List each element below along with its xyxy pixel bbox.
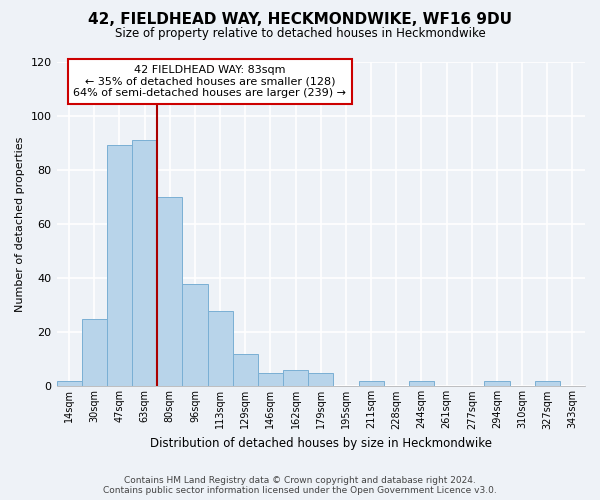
Bar — [182, 284, 208, 387]
Bar — [56, 381, 82, 386]
Bar — [283, 370, 308, 386]
Y-axis label: Number of detached properties: Number of detached properties — [15, 136, 25, 312]
Bar — [308, 373, 334, 386]
Bar — [535, 381, 560, 386]
Bar — [258, 373, 283, 386]
Text: Size of property relative to detached houses in Heckmondwike: Size of property relative to detached ho… — [115, 28, 485, 40]
Bar — [359, 381, 383, 386]
Text: 42, FIELDHEAD WAY, HECKMONDWIKE, WF16 9DU: 42, FIELDHEAD WAY, HECKMONDWIKE, WF16 9D… — [88, 12, 512, 28]
Text: Contains HM Land Registry data © Crown copyright and database right 2024.
Contai: Contains HM Land Registry data © Crown c… — [103, 476, 497, 495]
Bar — [82, 318, 107, 386]
Bar — [208, 310, 233, 386]
Bar — [233, 354, 258, 386]
X-axis label: Distribution of detached houses by size in Heckmondwike: Distribution of detached houses by size … — [150, 437, 492, 450]
Bar — [157, 197, 182, 386]
Text: 42 FIELDHEAD WAY: 83sqm
← 35% of detached houses are smaller (128)
64% of semi-d: 42 FIELDHEAD WAY: 83sqm ← 35% of detache… — [73, 64, 346, 98]
Bar — [132, 140, 157, 386]
Bar — [409, 381, 434, 386]
Bar — [107, 146, 132, 386]
Bar — [484, 381, 509, 386]
